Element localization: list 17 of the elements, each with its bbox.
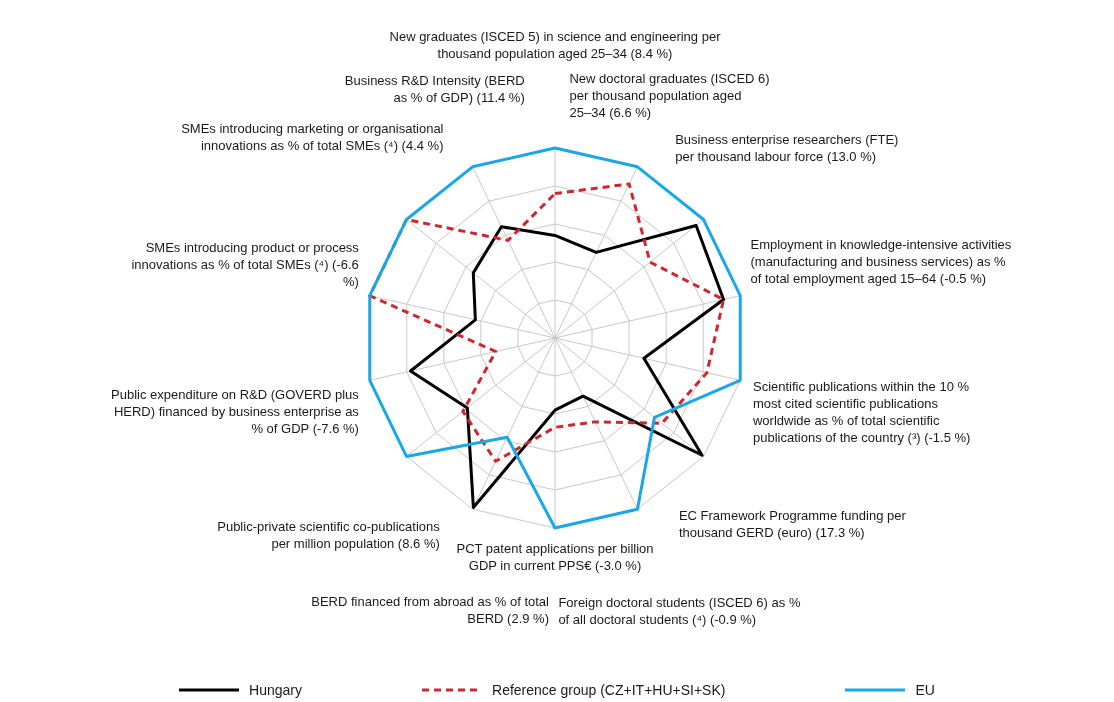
spoke-label: New doctoral graduates (ISCED 6) per thousand population aged 25–34 (6.6 %) [569, 70, 770, 120]
spoke-label: Public expenditure on R&D (GOVERD plus HERD) financed by business enterprise as % of GDP (-7.6 %) [111, 387, 360, 437]
spoke-label: Business enterprise researchers (FTE) per thousand labour force (13.0 %) [675, 131, 899, 164]
legend-label: Reference group (CZ+IT+HU+SI+SK) [492, 682, 726, 698]
spoke-label: Foreign doctoral students (ISCED 6) as % of all doctoral students (⁴) (-0.9 %) [558, 594, 801, 627]
spoke-label: Scientific publications within the 10 % most cited scientific publications worldwide as % of total scientific publications of the country (³) (-1.5 %) [751, 379, 971, 446]
legend-label: EU [915, 682, 935, 698]
spoke-label: Public-private scientific co-publications per million population (8.6 %) [217, 518, 441, 551]
spoke-label: Business R&D Intensity (BERD as % of GDP) (11.4 %) [344, 73, 525, 106]
spoke-label: SMEs introducing product or process innovations as % of total SMEs (⁴) (-6.6 %) [131, 239, 360, 289]
spoke-label: EC Framework Programme funding per thousand GERD (euro) (17.3 %) [678, 507, 907, 540]
legend-label: Hungary [249, 682, 303, 698]
spoke-label: Employment in knowledge-intensive activities (manufacturing and business services) as % of total employment aged 15–64 (-0.5 %) [750, 236, 1012, 286]
spoke-label: PCT patent applications per billion GDP in current PPS€ (-3.0 %) [456, 541, 654, 573]
spoke-label: New graduates (ISCED 5) in science and engineering per thousand population aged 25–34 (8.4 %) [389, 29, 722, 61]
spoke-label: BERD financed from abroad as % of total BERD (2.9 %) [311, 593, 550, 626]
spoke-label: SMEs introducing marketing or organisational innovations as % of total SMEs (⁴) (4.4 %) [181, 120, 444, 153]
